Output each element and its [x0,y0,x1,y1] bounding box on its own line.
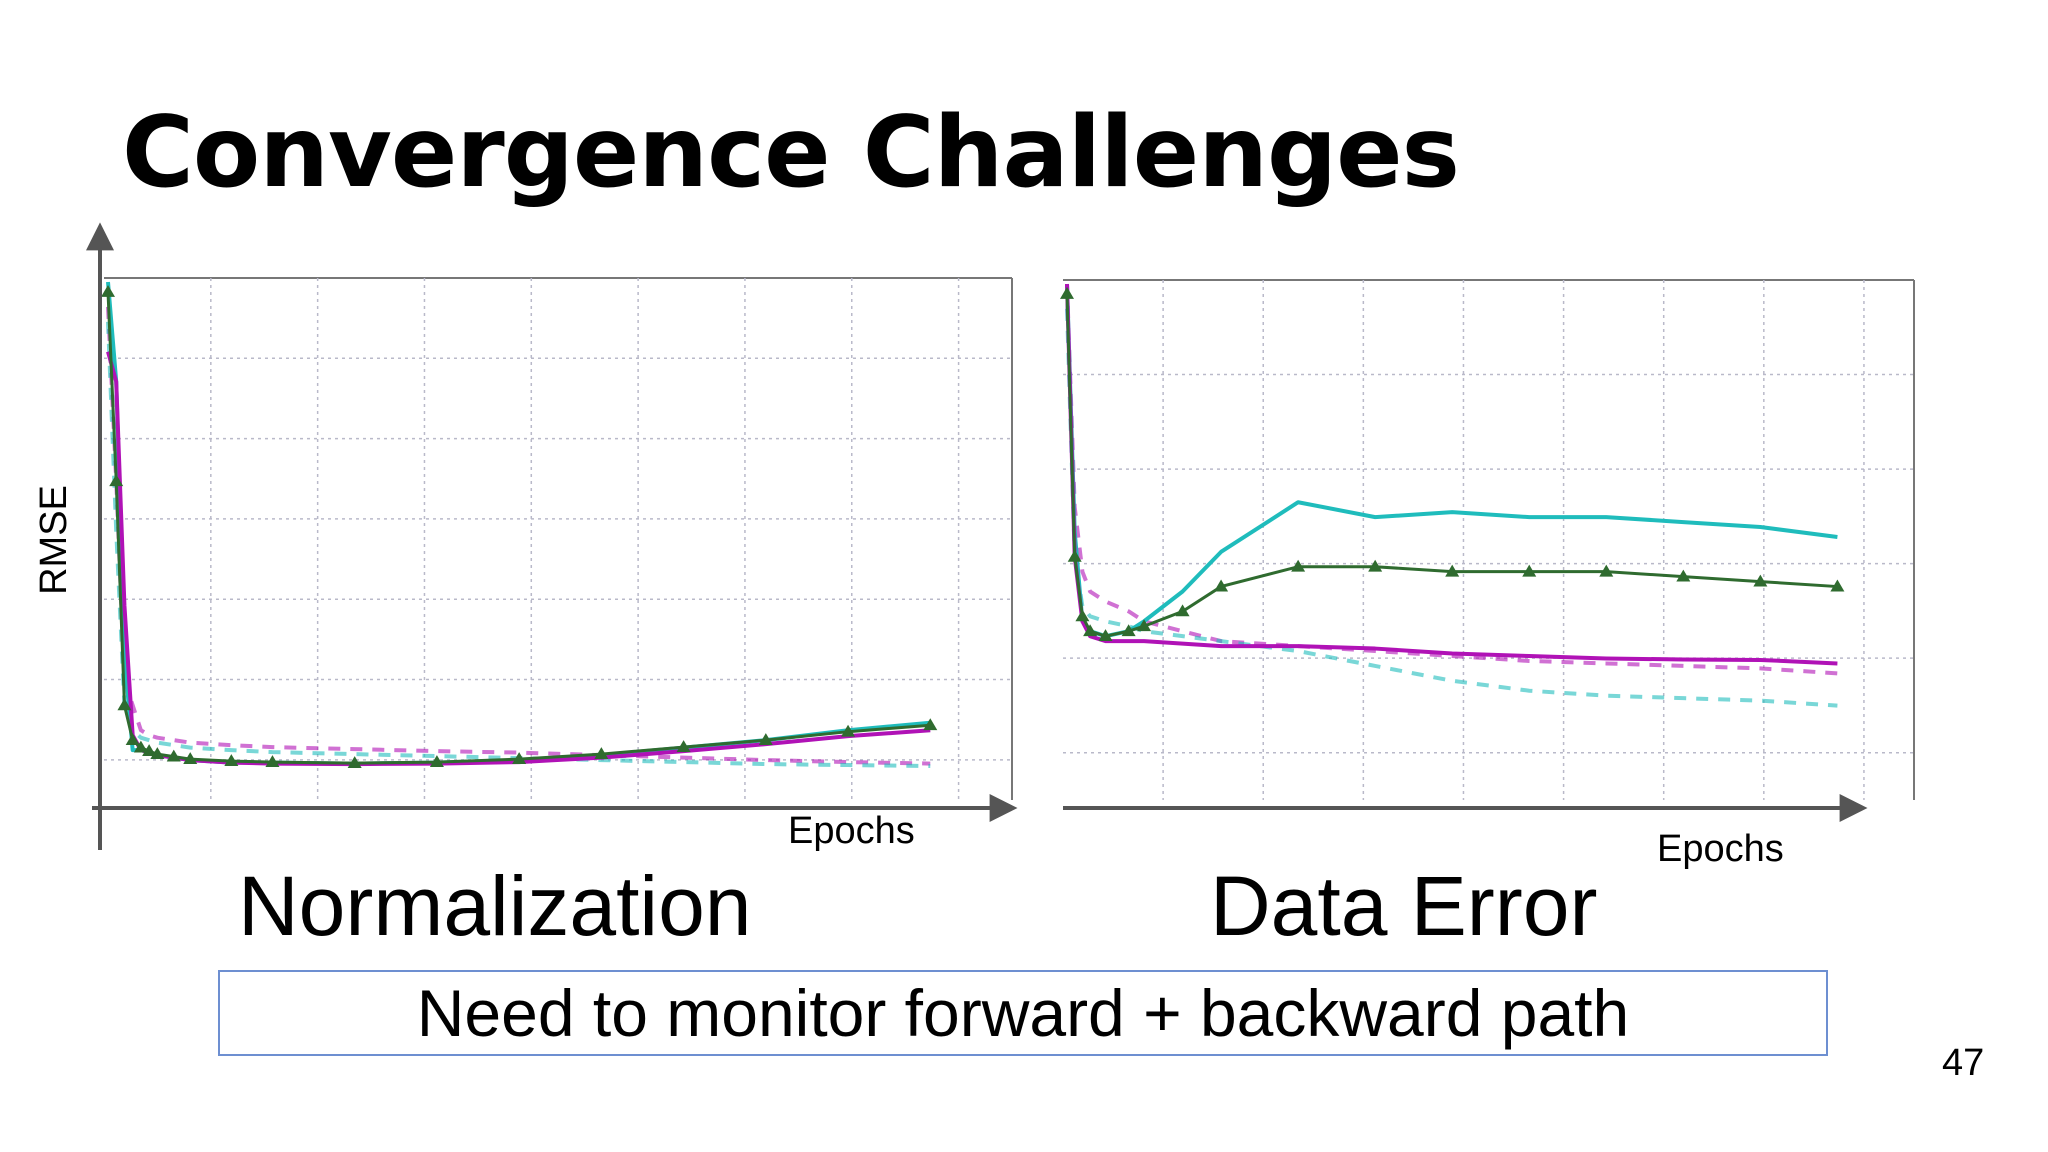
data-point-triangle [512,752,527,764]
data-point-triangle [1445,564,1460,577]
data-point-triangle [117,698,132,711]
page-number: 47 [1942,1042,1985,1084]
series-line-cyan-solid [106,281,931,766]
data-point-triangle [1368,559,1383,572]
normalization-chart [101,277,1013,800]
data-point-triangle [1121,624,1136,637]
series-line-cyan-solid [1065,283,1838,639]
data-point-triangle [1522,564,1537,577]
data-point-triangle [101,284,115,297]
data-point-triangle [142,744,157,757]
data-point-triangle [125,733,140,746]
data-point-triangle [265,755,280,767]
series-line-green [106,291,931,765]
data-point-triangle [841,724,856,737]
data-point-triangle [429,755,444,767]
data-point-triangle [923,718,938,731]
data-point-triangle [1599,564,1614,577]
note-text: Need to monitor forward + backward path [416,976,1630,1050]
data-point-triangle [1830,579,1845,592]
data-point-triangle [1137,619,1152,632]
series-line-green [1065,293,1838,638]
data-point-triangle [1067,549,1082,562]
data-point-triangle [1175,604,1190,617]
data-point-triangle [224,754,239,766]
data-point-triangle [150,747,165,760]
data-point-triangle [1075,609,1090,622]
data-point-triangle [1676,569,1691,582]
y-axis-label: RMSE [33,485,75,595]
data-point-triangle [594,747,609,760]
note-box: Need to monitor forward + backward path [218,970,1828,1056]
data-point-triangle [133,740,148,753]
data-point-triangle [1098,629,1113,642]
series-line-magenta-dashed [106,306,931,766]
series-line-cyan-dashed [1065,308,1838,708]
data-point-triangle [1083,624,1098,637]
x-axis-label-normalization: Epochs [788,810,915,852]
axes [86,222,1868,850]
data-point-triangle [1214,579,1229,592]
data-point-triangle [1291,559,1306,572]
chart-title-normalization: Normalization [238,859,752,953]
series-line-magenta-solid [106,351,931,767]
data-point-triangle [109,474,124,487]
chart-title-data-error: Data Error [1210,859,1598,953]
series-line-cyan-dashed [106,321,931,769]
data-point-triangle [166,749,181,762]
data-point-triangle [676,740,691,753]
data-point-triangle [758,733,773,746]
data-error-chart [1060,279,1915,800]
data-point-triangle [1060,286,1074,299]
data-point-triangle [347,756,362,768]
data-point-triangle [183,752,198,764]
slide-title: Convergence Challenges [122,96,1460,210]
data-point-triangle [1753,574,1768,587]
x-axis-label-data-error: Epochs [1657,828,1784,870]
